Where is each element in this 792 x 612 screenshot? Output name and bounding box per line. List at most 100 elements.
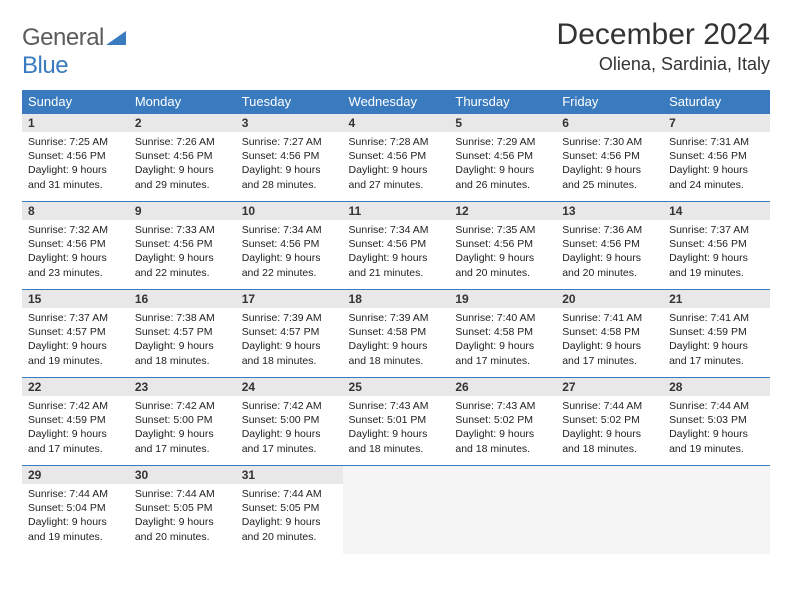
day-number: 13 <box>556 202 663 220</box>
day-body: Sunrise: 7:44 AMSunset: 5:05 PMDaylight:… <box>129 484 236 548</box>
day-number: 22 <box>22 378 129 396</box>
day-number: 1 <box>22 114 129 132</box>
day-body: Sunrise: 7:38 AMSunset: 4:57 PMDaylight:… <box>129 308 236 372</box>
weekday-header: Friday <box>556 90 663 114</box>
weekday-header: Tuesday <box>236 90 343 114</box>
calendar-cell: 8Sunrise: 7:32 AMSunset: 4:56 PMDaylight… <box>22 202 129 290</box>
day-number: 11 <box>343 202 450 220</box>
day-body: Sunrise: 7:44 AMSunset: 5:04 PMDaylight:… <box>22 484 129 548</box>
weekday-header: Wednesday <box>343 90 450 114</box>
weekday-header: Sunday <box>22 90 129 114</box>
calendar-cell: 26Sunrise: 7:43 AMSunset: 5:02 PMDayligh… <box>449 378 556 466</box>
day-number: 23 <box>129 378 236 396</box>
calendar-row: 22Sunrise: 7:42 AMSunset: 4:59 PMDayligh… <box>22 378 770 466</box>
day-body: Sunrise: 7:34 AMSunset: 4:56 PMDaylight:… <box>236 220 343 284</box>
logo-triangle-icon <box>106 31 126 45</box>
calendar-cell: 22Sunrise: 7:42 AMSunset: 4:59 PMDayligh… <box>22 378 129 466</box>
calendar-cell: 13Sunrise: 7:36 AMSunset: 4:56 PMDayligh… <box>556 202 663 290</box>
day-body: Sunrise: 7:43 AMSunset: 5:01 PMDaylight:… <box>343 396 450 460</box>
day-number: 2 <box>129 114 236 132</box>
calendar-cell: 3Sunrise: 7:27 AMSunset: 4:56 PMDaylight… <box>236 114 343 202</box>
calendar-cell: 2Sunrise: 7:26 AMSunset: 4:56 PMDaylight… <box>129 114 236 202</box>
day-body: Sunrise: 7:39 AMSunset: 4:58 PMDaylight:… <box>343 308 450 372</box>
day-number: 26 <box>449 378 556 396</box>
day-body: Sunrise: 7:37 AMSunset: 4:57 PMDaylight:… <box>22 308 129 372</box>
calendar-cell: .. <box>449 466 556 554</box>
logo-text: General Blue <box>22 24 126 80</box>
calendar-cell: 23Sunrise: 7:42 AMSunset: 5:00 PMDayligh… <box>129 378 236 466</box>
calendar-row: 29Sunrise: 7:44 AMSunset: 5:04 PMDayligh… <box>22 466 770 554</box>
calendar-cell: 21Sunrise: 7:41 AMSunset: 4:59 PMDayligh… <box>663 290 770 378</box>
calendar-cell: 5Sunrise: 7:29 AMSunset: 4:56 PMDaylight… <box>449 114 556 202</box>
day-body: Sunrise: 7:42 AMSunset: 4:59 PMDaylight:… <box>22 396 129 460</box>
day-body: Sunrise: 7:40 AMSunset: 4:58 PMDaylight:… <box>449 308 556 372</box>
day-body: Sunrise: 7:39 AMSunset: 4:57 PMDaylight:… <box>236 308 343 372</box>
day-body: Sunrise: 7:44 AMSunset: 5:05 PMDaylight:… <box>236 484 343 548</box>
logo-text-general: General <box>22 24 104 51</box>
calendar-cell: 28Sunrise: 7:44 AMSunset: 5:03 PMDayligh… <box>663 378 770 466</box>
day-number: 19 <box>449 290 556 308</box>
day-body: Sunrise: 7:43 AMSunset: 5:02 PMDaylight:… <box>449 396 556 460</box>
calendar-cell: 24Sunrise: 7:42 AMSunset: 5:00 PMDayligh… <box>236 378 343 466</box>
calendar-cell: 20Sunrise: 7:41 AMSunset: 4:58 PMDayligh… <box>556 290 663 378</box>
calendar-cell: 15Sunrise: 7:37 AMSunset: 4:57 PMDayligh… <box>22 290 129 378</box>
day-body: Sunrise: 7:26 AMSunset: 4:56 PMDaylight:… <box>129 132 236 196</box>
day-number: 27 <box>556 378 663 396</box>
day-body: Sunrise: 7:33 AMSunset: 4:56 PMDaylight:… <box>129 220 236 284</box>
day-body: Sunrise: 7:32 AMSunset: 4:56 PMDaylight:… <box>22 220 129 284</box>
calendar-body: 1Sunrise: 7:25 AMSunset: 4:56 PMDaylight… <box>22 114 770 554</box>
calendar-cell: 12Sunrise: 7:35 AMSunset: 4:56 PMDayligh… <box>449 202 556 290</box>
calendar-cell: 25Sunrise: 7:43 AMSunset: 5:01 PMDayligh… <box>343 378 450 466</box>
day-body: Sunrise: 7:41 AMSunset: 4:58 PMDaylight:… <box>556 308 663 372</box>
calendar-cell: .. <box>343 466 450 554</box>
day-body: Sunrise: 7:44 AMSunset: 5:03 PMDaylight:… <box>663 396 770 460</box>
day-body: Sunrise: 7:30 AMSunset: 4:56 PMDaylight:… <box>556 132 663 196</box>
day-number: 12 <box>449 202 556 220</box>
calendar-cell: 14Sunrise: 7:37 AMSunset: 4:56 PMDayligh… <box>663 202 770 290</box>
month-title: December 2024 <box>557 18 770 52</box>
day-body: Sunrise: 7:34 AMSunset: 4:56 PMDaylight:… <box>343 220 450 284</box>
day-number: 14 <box>663 202 770 220</box>
calendar-cell: 16Sunrise: 7:38 AMSunset: 4:57 PMDayligh… <box>129 290 236 378</box>
calendar-cell: 4Sunrise: 7:28 AMSunset: 4:56 PMDaylight… <box>343 114 450 202</box>
day-body: Sunrise: 7:36 AMSunset: 4:56 PMDaylight:… <box>556 220 663 284</box>
weekday-header: Monday <box>129 90 236 114</box>
calendar-cell: .. <box>663 466 770 554</box>
day-body: Sunrise: 7:41 AMSunset: 4:59 PMDaylight:… <box>663 308 770 372</box>
day-number: 18 <box>343 290 450 308</box>
calendar-cell: 18Sunrise: 7:39 AMSunset: 4:58 PMDayligh… <box>343 290 450 378</box>
day-number: 21 <box>663 290 770 308</box>
day-body: Sunrise: 7:44 AMSunset: 5:02 PMDaylight:… <box>556 396 663 460</box>
day-body: Sunrise: 7:25 AMSunset: 4:56 PMDaylight:… <box>22 132 129 196</box>
day-body: Sunrise: 7:42 AMSunset: 5:00 PMDaylight:… <box>236 396 343 460</box>
day-number: 6 <box>556 114 663 132</box>
day-number: 7 <box>663 114 770 132</box>
calendar-cell: 17Sunrise: 7:39 AMSunset: 4:57 PMDayligh… <box>236 290 343 378</box>
calendar-row: 1Sunrise: 7:25 AMSunset: 4:56 PMDaylight… <box>22 114 770 202</box>
header: General Blue December 2024 Oliena, Sardi… <box>22 18 770 80</box>
day-body: Sunrise: 7:27 AMSunset: 4:56 PMDaylight:… <box>236 132 343 196</box>
calendar-cell: 27Sunrise: 7:44 AMSunset: 5:02 PMDayligh… <box>556 378 663 466</box>
day-number: 9 <box>129 202 236 220</box>
day-body: Sunrise: 7:28 AMSunset: 4:56 PMDaylight:… <box>343 132 450 196</box>
calendar-cell: .. <box>556 466 663 554</box>
day-number: 17 <box>236 290 343 308</box>
logo-text-blue: Blue <box>22 52 68 79</box>
calendar-cell: 10Sunrise: 7:34 AMSunset: 4:56 PMDayligh… <box>236 202 343 290</box>
location: Oliena, Sardinia, Italy <box>557 54 770 75</box>
calendar-row: 8Sunrise: 7:32 AMSunset: 4:56 PMDaylight… <box>22 202 770 290</box>
calendar-cell: 9Sunrise: 7:33 AMSunset: 4:56 PMDaylight… <box>129 202 236 290</box>
calendar-table: SundayMondayTuesdayWednesdayThursdayFrid… <box>22 90 770 554</box>
day-number: 4 <box>343 114 450 132</box>
weekday-header: Thursday <box>449 90 556 114</box>
calendar-cell: 30Sunrise: 7:44 AMSunset: 5:05 PMDayligh… <box>129 466 236 554</box>
day-number: 3 <box>236 114 343 132</box>
day-number: 30 <box>129 466 236 484</box>
calendar-cell: 19Sunrise: 7:40 AMSunset: 4:58 PMDayligh… <box>449 290 556 378</box>
calendar-cell: 6Sunrise: 7:30 AMSunset: 4:56 PMDaylight… <box>556 114 663 202</box>
title-block: December 2024 Oliena, Sardinia, Italy <box>557 18 770 75</box>
calendar-cell: 31Sunrise: 7:44 AMSunset: 5:05 PMDayligh… <box>236 466 343 554</box>
calendar-cell: 7Sunrise: 7:31 AMSunset: 4:56 PMDaylight… <box>663 114 770 202</box>
calendar-cell: 29Sunrise: 7:44 AMSunset: 5:04 PMDayligh… <box>22 466 129 554</box>
day-number: 25 <box>343 378 450 396</box>
